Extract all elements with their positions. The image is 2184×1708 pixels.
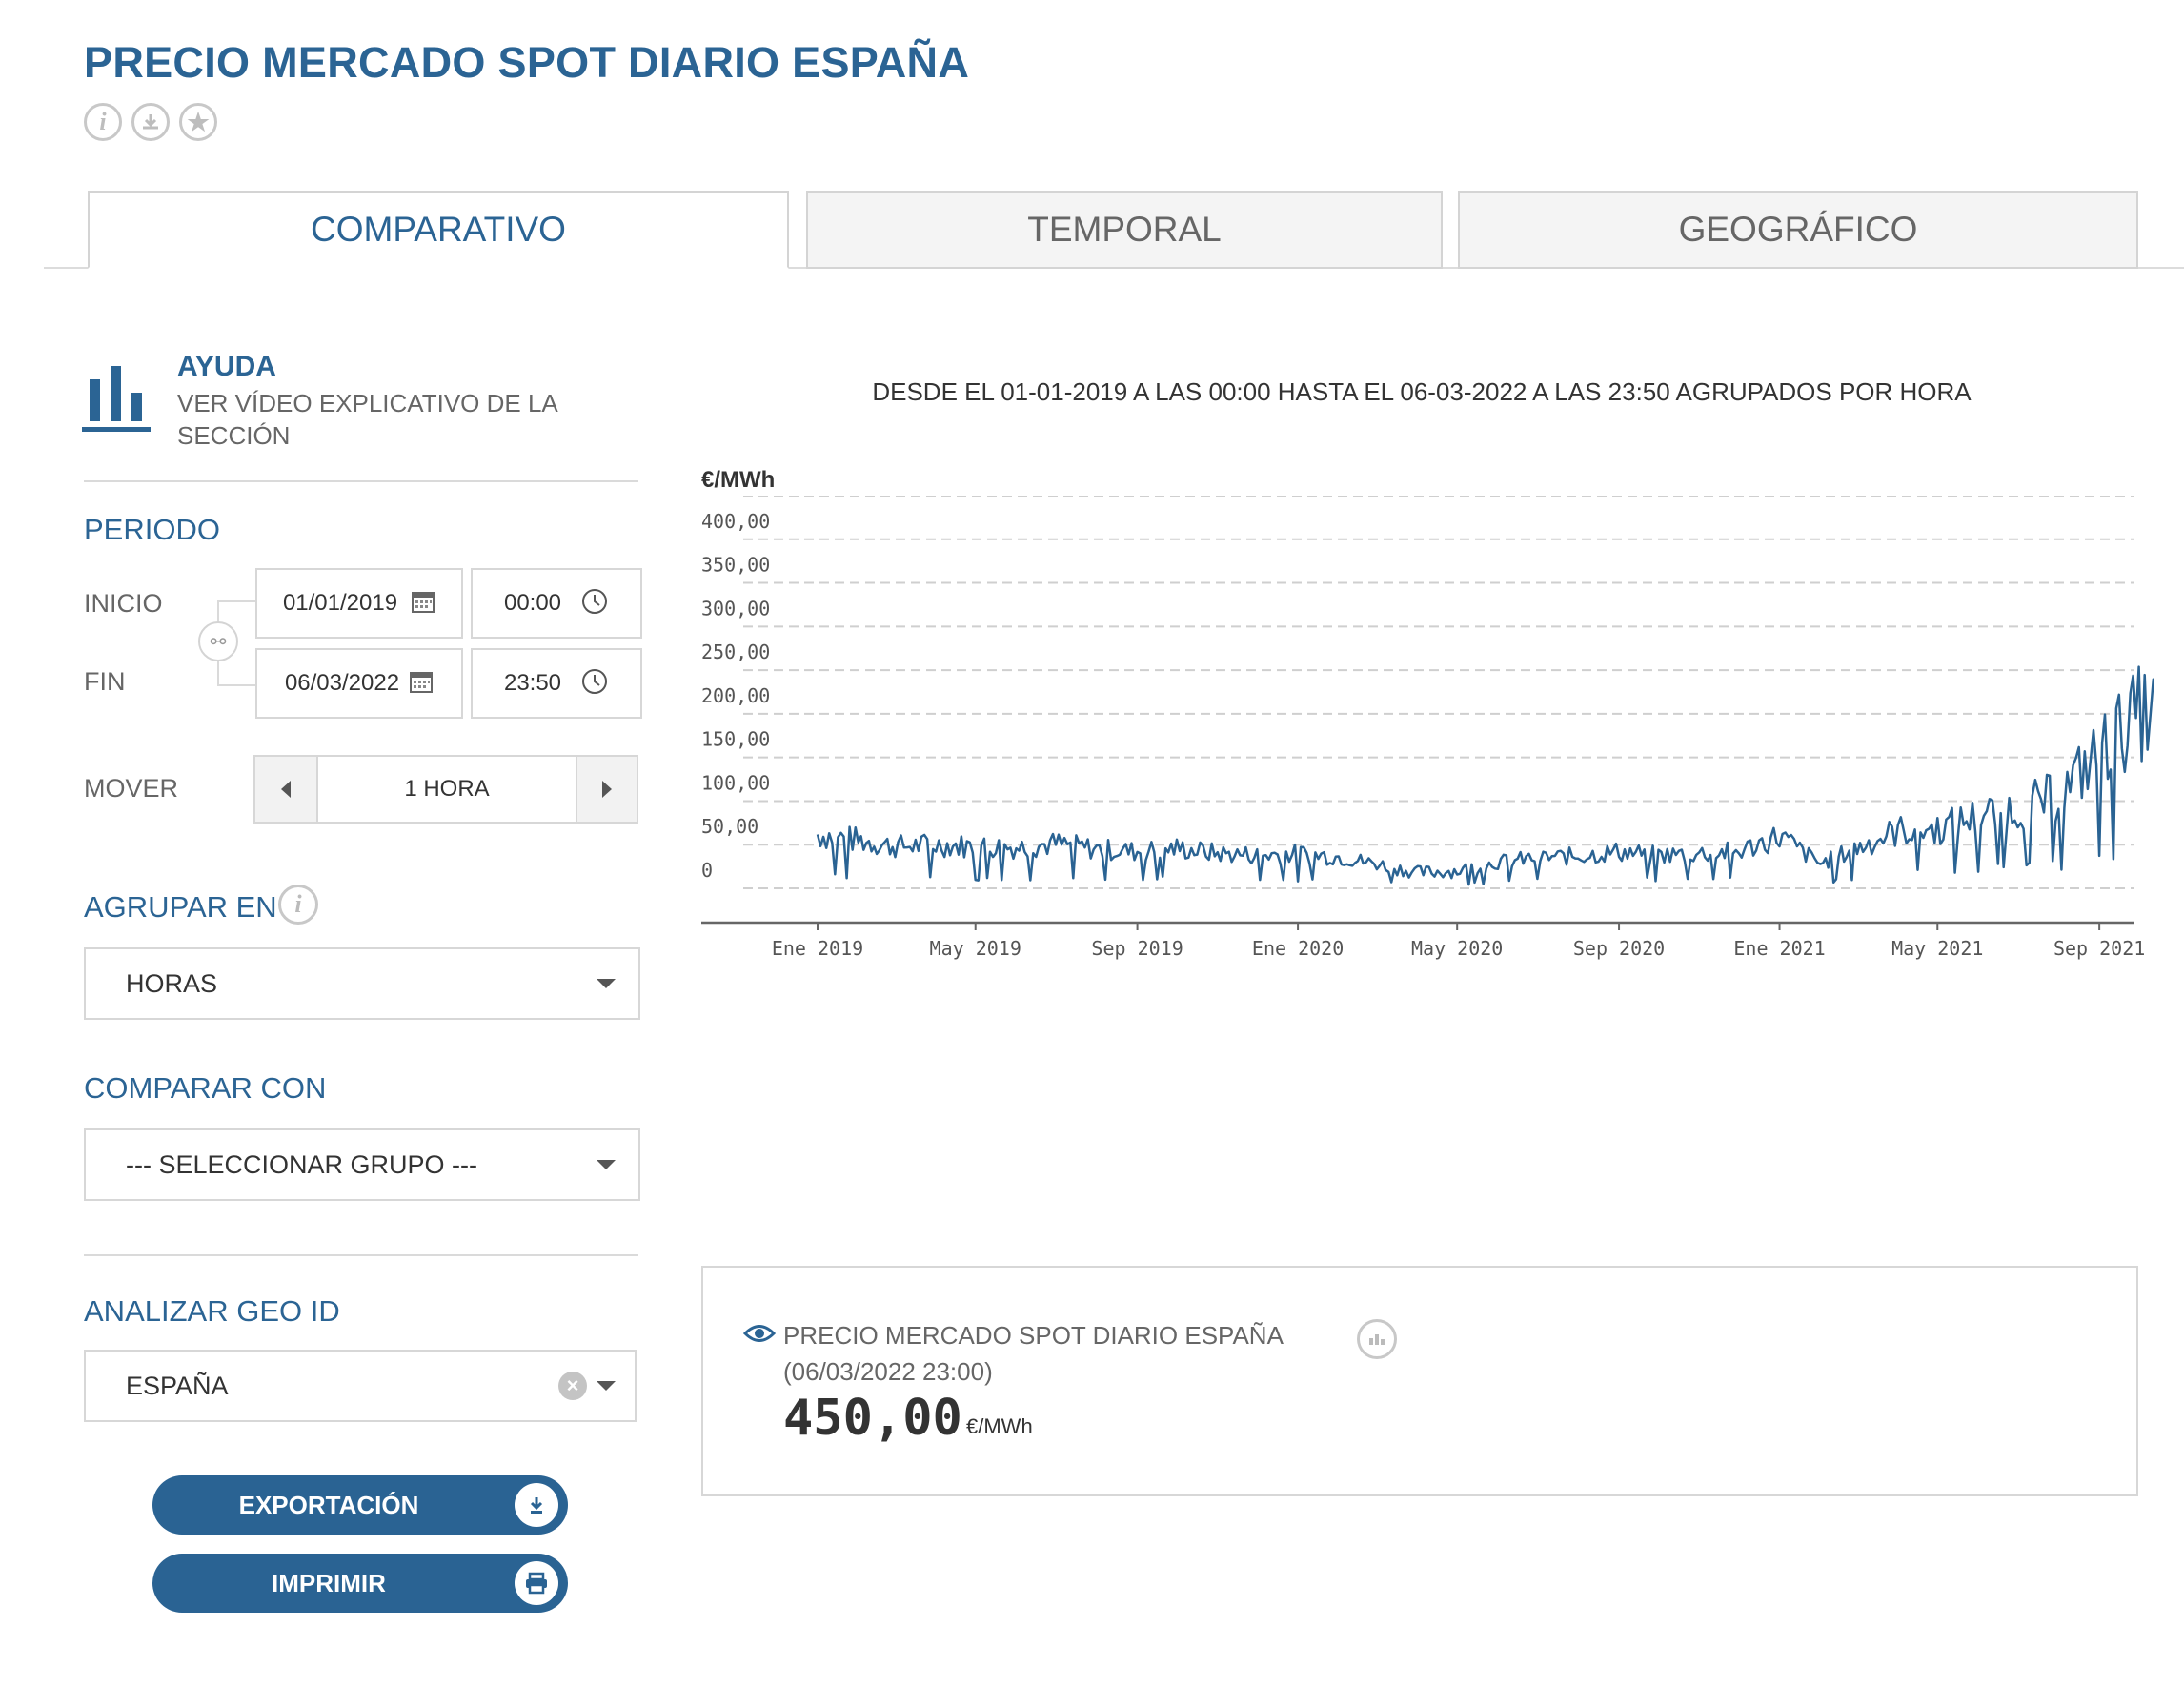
x-tick-label: May 2019	[930, 937, 1021, 960]
group-select[interactable]: HORAS	[84, 947, 640, 1020]
printer-icon	[515, 1561, 558, 1605]
y-tick-label: 350,00	[701, 554, 770, 577]
panel-unit: €/MWh	[966, 1414, 1033, 1438]
move-next-button[interactable]	[576, 757, 637, 822]
y-tick-label: 0	[701, 859, 713, 882]
x-tick-label: Sep 2021	[2053, 937, 2145, 960]
export-button[interactable]: EXPORTACIÓN	[152, 1475, 568, 1535]
panel-timestamp: (06/03/2022 23:00)	[783, 1357, 993, 1386]
group-title: AGRUPAR EN	[84, 890, 277, 924]
start-date-value: 01/01/2019	[282, 590, 398, 616]
geo-select[interactable]: ESPAÑA ×	[84, 1350, 637, 1422]
x-tick-label: May 2020	[1411, 937, 1503, 960]
panel-series-name: PRECIO MERCADO SPOT DIARIO ESPAÑA	[783, 1321, 1284, 1350]
download-icon	[515, 1483, 558, 1527]
link-dates-icon[interactable]: ⚯	[198, 621, 238, 661]
y-tick-label: 100,00	[701, 771, 770, 794]
chart-settings-icon[interactable]	[1357, 1319, 1397, 1359]
tab-comparativo[interactable]: COMPARATIVO	[88, 191, 789, 269]
panel-value: 450,00	[783, 1390, 962, 1447]
export-button-label: EXPORTACIÓN	[238, 1490, 419, 1519]
tab-geografico[interactable]: GEOGRÁFICO	[1458, 191, 2138, 269]
move-label: MOVER	[84, 774, 179, 803]
end-date-value: 06/03/2022	[284, 670, 400, 696]
chevron-down-icon	[597, 1160, 616, 1169]
start-time-value: 00:00	[503, 590, 562, 616]
start-date-input[interactable]: 01/01/2019	[255, 568, 463, 639]
x-tick-label: Ene 2020	[1252, 937, 1344, 960]
end-time-value: 23:50	[503, 670, 562, 696]
geo-select-value: ESPAÑA	[126, 1371, 229, 1400]
y-axis-unit: €/MWh	[701, 467, 776, 493]
x-tick-label: Sep 2019	[1091, 937, 1183, 960]
x-tick-label: May 2021	[1891, 937, 1983, 960]
print-button[interactable]: IMPRIMIR	[152, 1554, 568, 1613]
page-title: PRECIO MERCADO SPOT DIARIO ESPAÑA	[84, 38, 970, 87]
end-label: FIN	[84, 667, 126, 696]
series-line	[816, 665, 2154, 886]
tab-comparativo-label: COMPARATIVO	[311, 210, 566, 249]
y-tick-label: 250,00	[701, 640, 770, 663]
x-tick-label: Sep 2020	[1573, 937, 1665, 960]
move-value: 1 HORA	[404, 776, 490, 802]
help-title[interactable]: AYUDA	[177, 351, 276, 382]
divider	[84, 480, 638, 482]
eye-icon[interactable]	[742, 1323, 777, 1349]
calendar-icon[interactable]	[409, 669, 434, 699]
tab-temporal[interactable]: TEMPORAL	[806, 191, 1443, 269]
x-tick-label: Ene 2019	[772, 937, 863, 960]
chevron-left-icon	[281, 781, 291, 798]
divider	[84, 1254, 638, 1256]
tab-temporal-label: TEMPORAL	[1027, 210, 1222, 249]
tab-geografico-label: GEOGRÁFICO	[1678, 210, 1918, 249]
end-date-input[interactable]: 06/03/2022	[255, 648, 463, 719]
period-title: PERIODO	[84, 513, 220, 546]
move-prev-button[interactable]	[255, 757, 318, 822]
clock-icon[interactable]	[580, 587, 609, 620]
calendar-icon[interactable]	[411, 589, 435, 619]
info-icon[interactable]: i	[84, 103, 122, 141]
chart-range-header: DESDE EL 01-01-2019 A LAS 00:00 HASTA EL…	[872, 377, 1972, 406]
chevron-down-icon	[597, 1381, 616, 1391]
group-select-value: HORAS	[126, 968, 218, 998]
y-tick-label: 50,00	[701, 815, 758, 838]
chevron-right-icon	[602, 781, 612, 798]
clear-icon[interactable]: ×	[558, 1372, 587, 1400]
y-tick-label: 300,00	[701, 597, 770, 620]
print-button-label: IMPRIMIR	[272, 1568, 386, 1597]
value-panel: PRECIO MERCADO SPOT DIARIO ESPAÑA (06/03…	[701, 1266, 2138, 1496]
y-tick-label: 400,00	[701, 510, 770, 533]
compare-select-value: --- SELECCIONAR GRUPO ---	[126, 1149, 478, 1179]
download-icon[interactable]	[131, 103, 170, 141]
x-tick-label: Ene 2021	[1733, 937, 1825, 960]
help-chart-icon[interactable]	[82, 362, 154, 439]
info-icon[interactable]: i	[278, 884, 318, 925]
clock-icon[interactable]	[580, 667, 609, 701]
chevron-down-icon	[597, 979, 616, 988]
compare-title: COMPARAR CON	[84, 1071, 327, 1105]
geo-title: ANALIZAR GEO ID	[84, 1294, 340, 1328]
price-line-chart[interactable]: 0 50,00 100,00 150,00 200,00 250,00 300,00 350,…	[686, 496, 2154, 1258]
compare-select[interactable]: --- SELECCIONAR GRUPO ---	[84, 1128, 640, 1201]
start-time-input[interactable]: 00:00	[471, 568, 642, 639]
move-stepper: 1 HORA	[253, 755, 638, 824]
y-tick-label: 200,00	[701, 684, 770, 707]
y-tick-label: 150,00	[701, 728, 770, 751]
star-icon[interactable]: ★	[179, 103, 217, 141]
help-link-line1[interactable]: VER VÍDEO EXPLICATIVO DE LA	[177, 389, 558, 417]
help-link-line2[interactable]: SECCIÓN	[177, 421, 291, 450]
start-label: INICIO	[84, 589, 163, 618]
end-time-input[interactable]: 23:50	[471, 648, 642, 719]
